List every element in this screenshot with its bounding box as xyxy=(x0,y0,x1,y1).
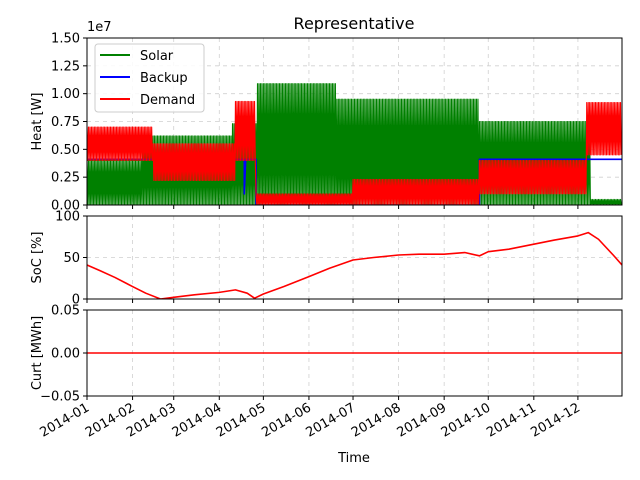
x-tick-label: 2014-08 xyxy=(349,400,404,440)
y-tick-label: 100 xyxy=(55,210,80,225)
y-tick-label: 1.50 xyxy=(51,32,80,47)
legend-label-demand: Demand xyxy=(140,93,195,108)
legend-label-solar: Solar xyxy=(140,49,174,64)
series-group xyxy=(87,231,622,299)
series-group xyxy=(87,83,622,205)
x-tick-label: 2014-04 xyxy=(170,400,225,440)
demand-series-line xyxy=(87,100,622,205)
y-tick-label: 0.05 xyxy=(51,304,80,319)
legend-label-backup: Backup xyxy=(140,71,188,86)
x-axis-label: Time xyxy=(337,451,370,466)
y-tick-label: 1.00 xyxy=(51,87,80,102)
y-tick-label: 0 xyxy=(72,293,80,308)
x-tick-label: 2014-11 xyxy=(484,400,539,440)
legend-box xyxy=(94,43,205,113)
panel-1: 0.00 0.25 0.50 0.75 1.00 1.25 1.50 Heat [W] xyxy=(30,32,623,214)
chart-title: Representative xyxy=(294,14,415,33)
y-axis-label: Heat [W] xyxy=(30,93,45,151)
x-tick-label: 2014-07 xyxy=(303,400,358,440)
panel-3: −0.05 0.00 0.05 Curt [MWh] xyxy=(30,304,623,405)
y-tick-label: 0.25 xyxy=(51,171,80,186)
x-tick-label: 2014-10 xyxy=(439,400,494,440)
x-tick-label: 2014-12 xyxy=(528,400,583,440)
x-tick-label: 2014-09 xyxy=(395,400,450,440)
panels: 0.00 0.25 0.50 0.75 1.00 1.25 1.50 Heat [W] 0 50 1… xyxy=(30,32,623,441)
solar-series-line xyxy=(87,83,622,205)
x-tick-label: 2014-01 xyxy=(37,400,92,440)
y-tick-label: −0.05 xyxy=(40,390,80,405)
grid xyxy=(86,215,622,300)
y-axis-label: SoC [%] xyxy=(30,232,45,284)
y-tick-label: 0.00 xyxy=(51,199,80,214)
y-tick-label: 50 xyxy=(63,251,80,266)
y-tick-label: 0.75 xyxy=(51,115,80,130)
y-tick-label: 1.25 xyxy=(51,59,80,74)
panel-2-series-line xyxy=(87,231,622,299)
x-tick-label: 2014-05 xyxy=(214,400,269,440)
panel-2: 0 50 100 SoC [%] xyxy=(30,210,623,308)
y-tick-label: 0.00 xyxy=(51,347,80,362)
x-tick-label: 2014-06 xyxy=(259,400,314,440)
y-axis-label: Curt [MWh] xyxy=(30,316,45,390)
y-scale-label: 1e7 xyxy=(87,20,112,35)
y-tick-label: 0.50 xyxy=(51,143,80,158)
legend: Solar Backup Demand xyxy=(94,43,205,113)
